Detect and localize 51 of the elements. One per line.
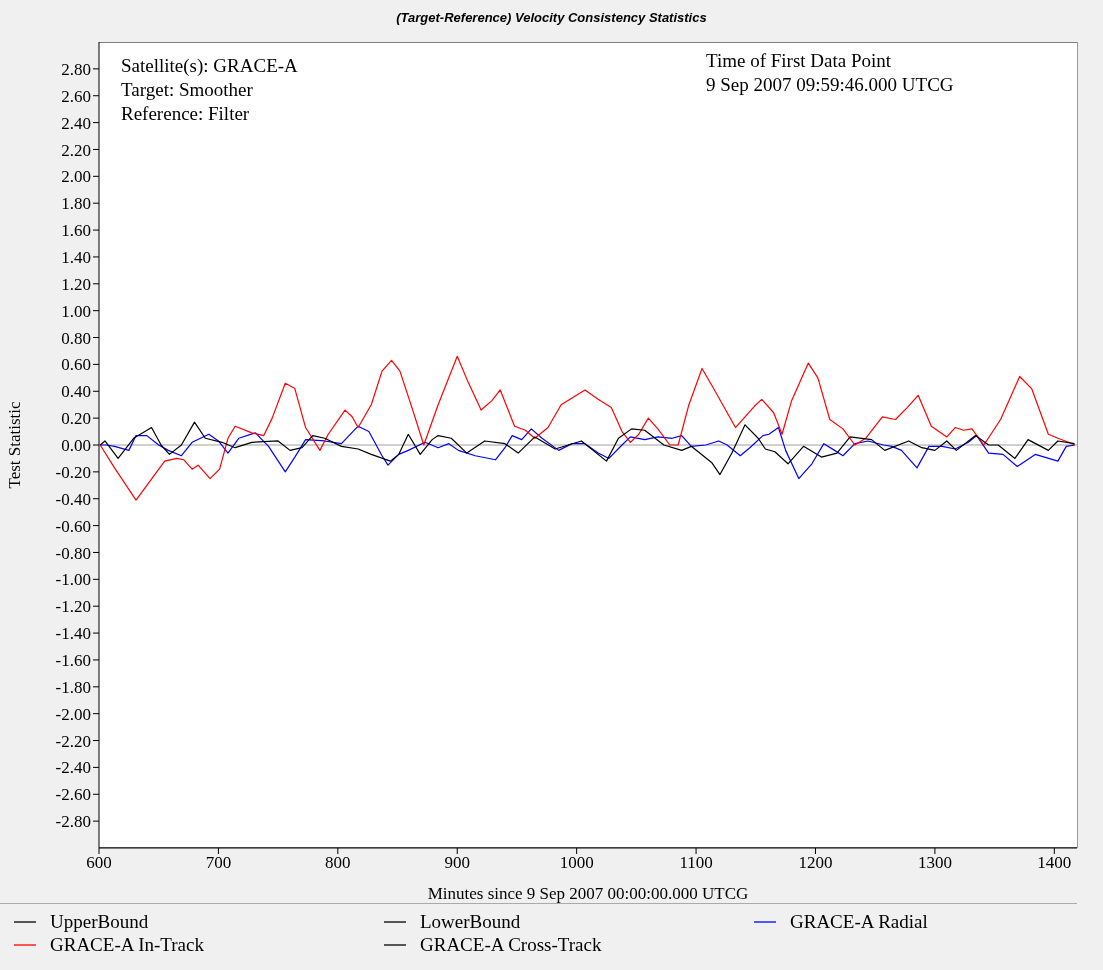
legend-label: UpperBound [50, 910, 149, 933]
y-tick-label: 0.80 [61, 328, 91, 348]
y-tick-label: 1.80 [61, 194, 91, 214]
y-tick-label: 0.60 [61, 355, 91, 375]
y-tick-label: -1.20 [55, 597, 91, 617]
annotation: Satellite(s): GRACE-A [121, 54, 298, 78]
y-tick-label: 1.60 [61, 221, 91, 241]
annotation: Target: Smoother [121, 78, 254, 102]
y-tick-label: 2.80 [61, 59, 91, 79]
y-tick-label: -0.20 [55, 462, 91, 482]
x-tick-label: 600 [86, 853, 112, 873]
x-tick-label: 900 [444, 853, 470, 873]
x-tick-label: 1100 [679, 853, 713, 873]
x-tick-label: 800 [325, 853, 351, 873]
y-tick-label: 1.20 [61, 274, 91, 294]
legend-label: GRACE-A Radial [790, 910, 928, 933]
legend-label: GRACE-A In-Track [50, 933, 204, 956]
y-tick-label: 1.00 [61, 301, 91, 321]
y-tick-label: -1.40 [55, 624, 91, 644]
x-tick-label: 700 [205, 853, 232, 873]
x-tick-label: 1300 [917, 853, 952, 873]
x-axis-title: Minutes since 9 Sep 2007 00:00:00.000 UTCG [427, 884, 749, 903]
legend-label: LowerBound [420, 910, 521, 933]
y-tick-label: -2.60 [55, 785, 91, 805]
annotation: 9 Sep 2007 09:59:46.000 UTCG [706, 73, 954, 97]
y-tick-label: 0.40 [61, 382, 91, 402]
annotation: Time of First Data Point [706, 49, 893, 73]
chart-title: (Target-Reference) Velocity Consistency Statistics [395, 10, 708, 25]
y-tick-label: -2.00 [55, 704, 91, 724]
y-tick-label: -0.40 [55, 489, 91, 509]
y-tick-label: -1.60 [55, 650, 91, 670]
x-tick-label: 1000 [559, 853, 594, 873]
y-tick-label: 1.40 [61, 247, 91, 267]
annotation: Reference: Filter [121, 102, 251, 126]
y-tick-label: 2.20 [61, 140, 91, 160]
x-tick-label: 1200 [798, 853, 833, 873]
x-tick-label: 1400 [1037, 853, 1072, 873]
y-tick-label: -0.60 [55, 516, 91, 536]
y-tick-label: -2.80 [55, 812, 91, 832]
y-tick-label: -2.20 [55, 731, 91, 751]
y-tick-label: -0.80 [55, 543, 91, 563]
y-tick-label: -1.00 [55, 570, 91, 590]
y-axis-title: Test Statistic [5, 400, 25, 489]
y-tick-label: 2.60 [61, 86, 91, 106]
y-tick-label: 2.00 [61, 167, 91, 187]
legend-label: GRACE-A Cross-Track [420, 933, 602, 956]
y-tick-label: 0.20 [61, 409, 91, 429]
y-tick-label: -2.40 [55, 758, 91, 778]
y-tick-label: -1.80 [55, 677, 91, 697]
y-tick-label: 2.40 [61, 113, 91, 133]
y-tick-label: 0.00 [61, 436, 91, 456]
